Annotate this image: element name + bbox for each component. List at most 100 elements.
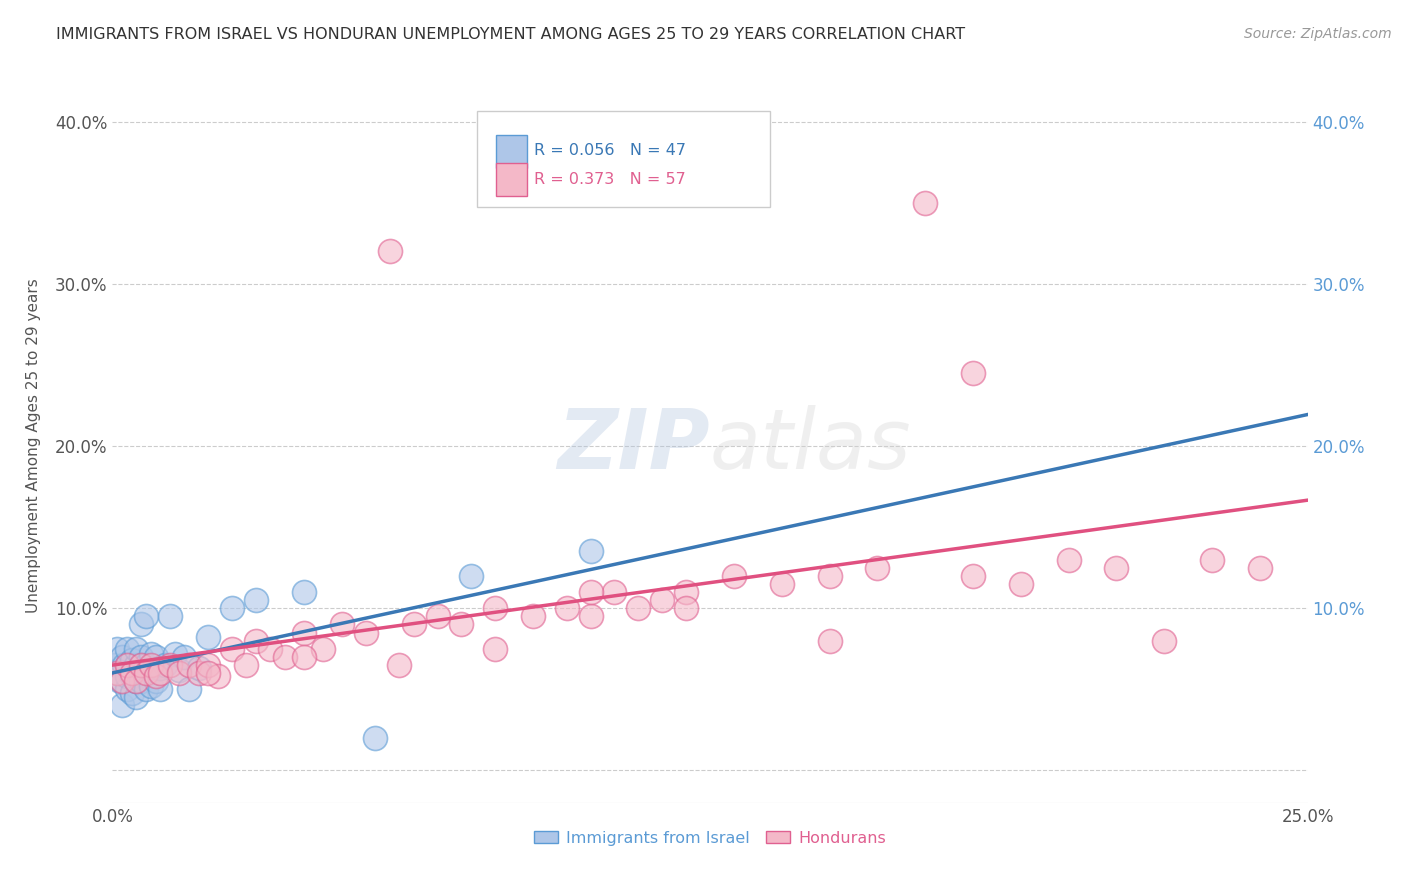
Point <box>378 244 401 259</box>
Point <box>354 625 377 640</box>
Point <box>115 641 138 656</box>
Point <box>1153 633 1175 648</box>
Point <box>579 585 602 599</box>
Point <box>1201 552 1223 566</box>
Point <box>259 641 281 656</box>
Text: Source: ZipAtlas.com: Source: ZipAtlas.com <box>1244 27 1392 41</box>
Point <box>149 661 172 675</box>
Point <box>245 593 267 607</box>
Point <box>818 633 841 648</box>
Point <box>173 649 195 664</box>
Point <box>111 698 134 713</box>
Point <box>169 666 191 681</box>
Point <box>121 653 143 667</box>
Point <box>484 641 506 656</box>
Point <box>125 657 148 672</box>
Point <box>149 682 172 697</box>
Point <box>135 666 157 681</box>
Point <box>312 641 335 656</box>
Point <box>111 674 134 689</box>
Point <box>129 657 152 672</box>
Point <box>145 649 167 664</box>
Point <box>149 666 172 681</box>
Point <box>627 601 650 615</box>
Point <box>139 661 162 675</box>
Point <box>115 657 138 672</box>
FancyBboxPatch shape <box>496 163 527 196</box>
Point <box>111 674 134 689</box>
Point <box>129 674 152 689</box>
Point <box>484 601 506 615</box>
Point <box>866 560 889 574</box>
Point <box>177 682 200 697</box>
Point <box>125 690 148 705</box>
Point <box>104 657 127 672</box>
Point <box>197 631 219 645</box>
Point <box>129 617 152 632</box>
Point <box>402 617 425 632</box>
Point <box>145 674 167 689</box>
Point <box>135 682 157 697</box>
Point <box>114 657 135 672</box>
Point <box>962 366 984 380</box>
Point <box>105 641 128 656</box>
Point <box>1010 577 1032 591</box>
Point <box>129 649 152 664</box>
Point <box>330 617 353 632</box>
Point <box>1057 552 1080 566</box>
Text: atlas: atlas <box>710 406 911 486</box>
Point <box>522 609 544 624</box>
Point <box>460 568 482 582</box>
Point <box>723 568 745 582</box>
Point <box>169 663 191 677</box>
Point <box>603 585 626 599</box>
Point <box>145 669 167 683</box>
Text: R = 0.373   N = 57: R = 0.373 N = 57 <box>534 171 686 186</box>
Point <box>177 657 200 672</box>
Point <box>197 666 219 681</box>
Point <box>914 195 936 210</box>
Text: IMMIGRANTS FROM ISRAEL VS HONDURAN UNEMPLOYMENT AMONG AGES 25 TO 29 YEARS CORREL: IMMIGRANTS FROM ISRAEL VS HONDURAN UNEMP… <box>56 27 966 42</box>
Point <box>221 601 243 615</box>
Point <box>579 609 602 624</box>
Point <box>121 685 143 699</box>
Point <box>555 601 578 615</box>
Point <box>105 666 128 681</box>
Point <box>125 674 148 689</box>
Point <box>675 585 697 599</box>
Point <box>187 661 209 675</box>
Point <box>245 633 267 648</box>
FancyBboxPatch shape <box>496 135 527 168</box>
Point <box>1249 560 1271 574</box>
Point <box>121 666 143 681</box>
Point <box>129 657 152 672</box>
Point <box>675 601 697 615</box>
Point <box>153 657 176 672</box>
Point <box>135 657 157 672</box>
Point <box>108 674 131 689</box>
Point <box>292 649 315 664</box>
FancyBboxPatch shape <box>477 111 770 207</box>
Point <box>450 617 472 632</box>
Point <box>121 669 143 683</box>
Point <box>292 585 315 599</box>
Point <box>273 649 295 664</box>
Point <box>292 625 315 640</box>
Text: ZIP: ZIP <box>557 406 710 486</box>
Point <box>221 641 243 656</box>
Point <box>105 666 128 681</box>
Point <box>115 657 138 672</box>
Point <box>135 609 157 624</box>
Point <box>139 657 162 672</box>
Legend: Immigrants from Israel, Hondurans: Immigrants from Israel, Hondurans <box>529 824 891 852</box>
Point <box>426 609 449 624</box>
Point <box>187 666 209 681</box>
Point <box>1105 560 1128 574</box>
Point <box>139 679 162 693</box>
Point <box>235 657 257 672</box>
Point <box>115 669 138 683</box>
Point <box>115 682 138 697</box>
Point <box>818 568 841 582</box>
Point <box>125 641 148 656</box>
Point <box>163 647 186 661</box>
